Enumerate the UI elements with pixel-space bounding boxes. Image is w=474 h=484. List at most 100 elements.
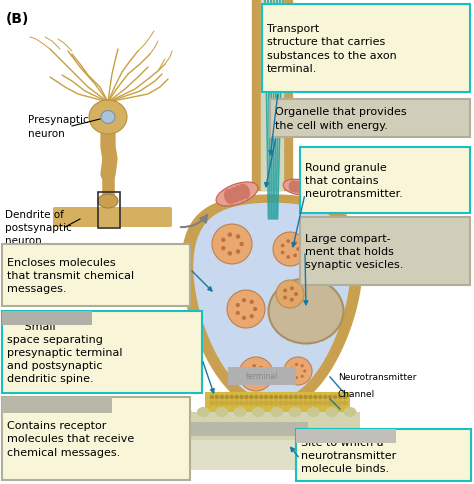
- Circle shape: [281, 244, 284, 248]
- Ellipse shape: [344, 407, 356, 417]
- Circle shape: [323, 401, 328, 406]
- Ellipse shape: [289, 181, 297, 193]
- FancyBboxPatch shape: [270, 100, 470, 138]
- Circle shape: [318, 401, 323, 406]
- FancyBboxPatch shape: [300, 148, 470, 213]
- Circle shape: [278, 401, 283, 406]
- Circle shape: [259, 378, 263, 382]
- Circle shape: [293, 254, 297, 257]
- Circle shape: [252, 380, 256, 384]
- Circle shape: [259, 366, 263, 370]
- Circle shape: [224, 401, 229, 406]
- Circle shape: [244, 395, 249, 399]
- Circle shape: [229, 401, 234, 406]
- Circle shape: [262, 372, 266, 376]
- Circle shape: [244, 401, 249, 406]
- Circle shape: [225, 395, 229, 399]
- Circle shape: [296, 248, 300, 251]
- Circle shape: [239, 357, 273, 391]
- Circle shape: [259, 395, 264, 399]
- Circle shape: [291, 367, 293, 370]
- Text: Site to which a
neurotransmitter
molecule binds.: Site to which a neurotransmitter molecul…: [301, 437, 396, 473]
- Circle shape: [291, 373, 293, 376]
- Circle shape: [214, 401, 219, 406]
- FancyBboxPatch shape: [2, 397, 112, 413]
- FancyBboxPatch shape: [188, 422, 308, 436]
- Circle shape: [290, 287, 294, 291]
- Circle shape: [286, 240, 290, 243]
- Circle shape: [281, 251, 284, 255]
- Circle shape: [337, 401, 343, 406]
- FancyBboxPatch shape: [300, 217, 470, 286]
- Circle shape: [247, 376, 251, 379]
- FancyBboxPatch shape: [175, 440, 360, 470]
- Circle shape: [295, 363, 298, 366]
- Ellipse shape: [325, 407, 338, 417]
- Circle shape: [239, 242, 244, 247]
- Circle shape: [303, 395, 308, 399]
- Circle shape: [301, 375, 304, 378]
- Ellipse shape: [307, 407, 320, 417]
- Circle shape: [286, 256, 290, 259]
- Ellipse shape: [268, 279, 344, 344]
- Circle shape: [221, 246, 226, 251]
- FancyBboxPatch shape: [2, 244, 190, 306]
- Ellipse shape: [238, 184, 250, 200]
- Circle shape: [210, 401, 215, 406]
- Circle shape: [301, 364, 304, 367]
- Circle shape: [236, 311, 240, 316]
- Circle shape: [227, 290, 265, 328]
- Ellipse shape: [270, 407, 283, 417]
- Text: Channel: Channel: [338, 390, 375, 399]
- Circle shape: [254, 395, 258, 399]
- Circle shape: [288, 401, 293, 406]
- Ellipse shape: [289, 407, 301, 417]
- Circle shape: [273, 232, 307, 267]
- Circle shape: [333, 401, 337, 406]
- Circle shape: [229, 395, 234, 399]
- Ellipse shape: [349, 435, 386, 453]
- Circle shape: [294, 292, 298, 296]
- Circle shape: [318, 395, 323, 399]
- Circle shape: [252, 364, 256, 368]
- Circle shape: [210, 395, 214, 399]
- Circle shape: [242, 299, 246, 302]
- Circle shape: [236, 250, 240, 254]
- Circle shape: [264, 401, 269, 406]
- Circle shape: [283, 296, 287, 300]
- FancyBboxPatch shape: [2, 311, 202, 393]
- Text: Transport
structure that carries
substances to the axon
terminal.: Transport structure that carries substan…: [267, 24, 397, 74]
- Circle shape: [215, 395, 219, 399]
- Ellipse shape: [234, 407, 246, 417]
- Ellipse shape: [229, 188, 240, 203]
- Circle shape: [289, 395, 293, 399]
- Text: terminal: terminal: [246, 372, 278, 381]
- Text: Presynaptic
neuron: Presynaptic neuron: [28, 115, 89, 138]
- Ellipse shape: [252, 407, 265, 417]
- Circle shape: [279, 395, 283, 399]
- Circle shape: [283, 395, 288, 399]
- Circle shape: [303, 401, 308, 406]
- Ellipse shape: [197, 407, 210, 417]
- Polygon shape: [194, 204, 350, 400]
- Ellipse shape: [295, 182, 304, 194]
- Polygon shape: [182, 196, 362, 412]
- Circle shape: [313, 395, 318, 399]
- Circle shape: [295, 376, 298, 379]
- Circle shape: [298, 401, 303, 406]
- FancyBboxPatch shape: [175, 412, 360, 440]
- Circle shape: [284, 357, 312, 385]
- Circle shape: [254, 401, 259, 406]
- Text: Large compart-
ment that holds
synaptic vesicles.: Large compart- ment that holds synaptic …: [305, 233, 403, 270]
- Ellipse shape: [98, 195, 118, 209]
- Circle shape: [328, 395, 332, 399]
- Circle shape: [328, 401, 333, 406]
- FancyBboxPatch shape: [296, 429, 471, 481]
- Circle shape: [236, 303, 240, 307]
- Ellipse shape: [215, 407, 228, 417]
- Circle shape: [253, 307, 257, 311]
- Ellipse shape: [216, 182, 258, 207]
- Circle shape: [274, 395, 278, 399]
- Text: Round granule
that contains
neurotransmitter.: Round granule that contains neurotransmi…: [305, 163, 403, 199]
- Ellipse shape: [292, 182, 301, 193]
